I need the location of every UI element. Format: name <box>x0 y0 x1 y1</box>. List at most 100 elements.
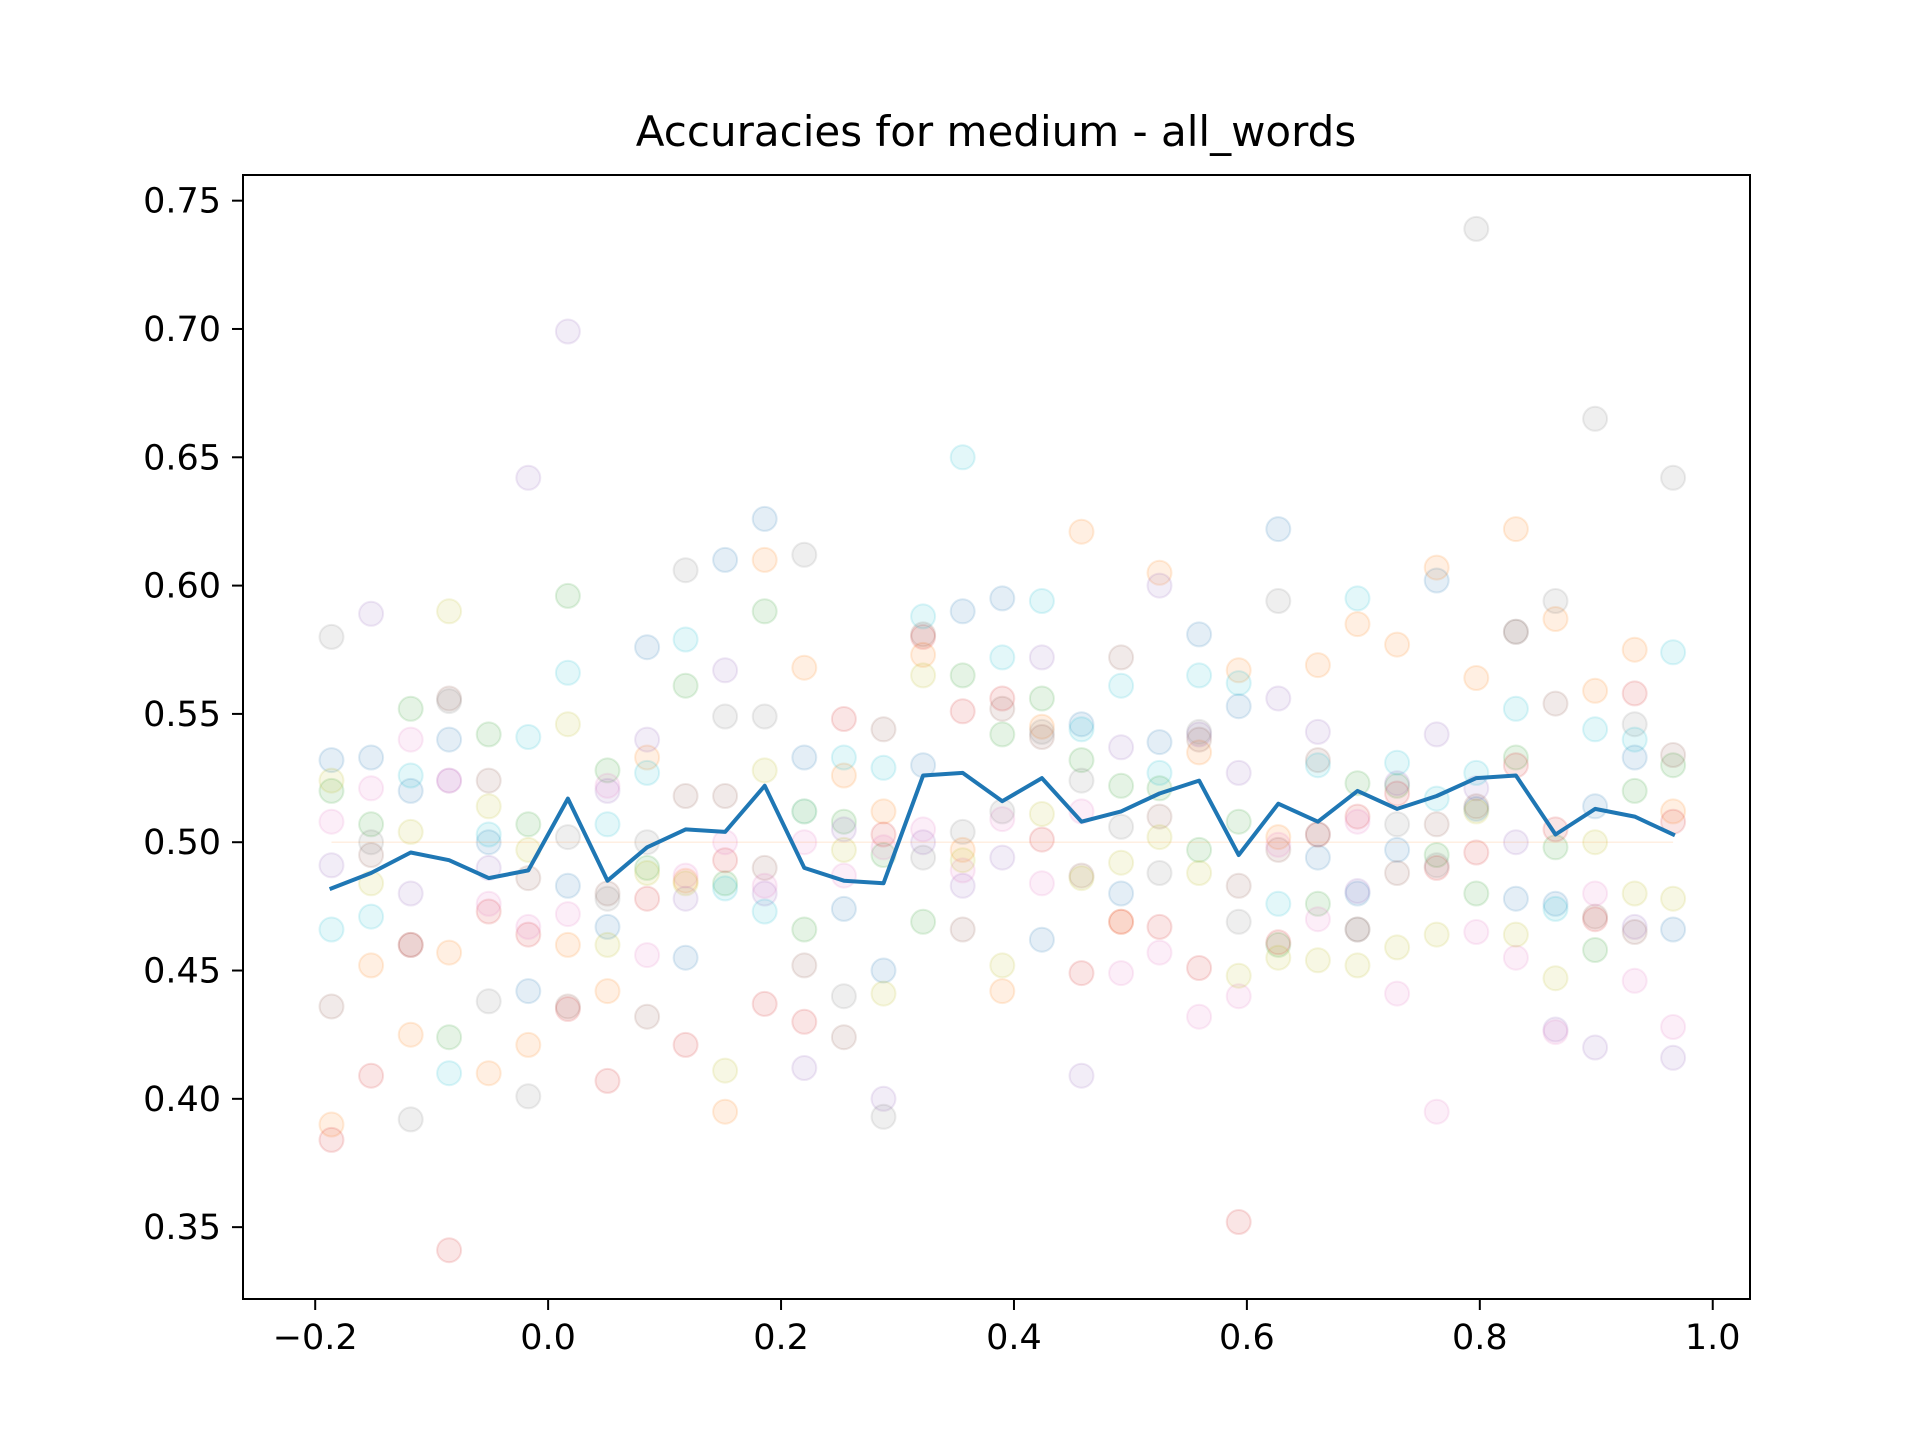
scatter-point <box>436 688 463 715</box>
scatter-point <box>1028 644 1055 671</box>
y-tick-label: 0.60 <box>143 567 221 607</box>
scatter-point <box>830 862 857 889</box>
scatter-point <box>1225 872 1252 899</box>
scatter-point <box>1068 716 1095 743</box>
scatter-points <box>318 215 1687 1264</box>
scatter-point <box>751 505 778 532</box>
scatter-point <box>1660 798 1687 825</box>
scatter-point <box>515 724 542 750</box>
scatter-point <box>1582 903 1609 930</box>
scatter-point <box>1660 752 1687 779</box>
scatter-point <box>318 623 345 650</box>
scatter-point <box>318 852 345 879</box>
scatter-point <box>1621 711 1648 738</box>
scatter-point <box>1304 844 1331 871</box>
scatter-point <box>1344 880 1371 907</box>
scatter-point <box>1384 749 1411 776</box>
scatter-point <box>1344 803 1371 830</box>
scatter-point <box>475 793 502 820</box>
scatter-point <box>989 685 1016 712</box>
scatter-point <box>1146 572 1173 599</box>
scatter-point <box>1146 729 1173 756</box>
scatter-point <box>1028 826 1055 853</box>
scatter-point <box>436 598 463 625</box>
scatter-point <box>830 744 857 771</box>
scatter-point <box>1265 588 1292 614</box>
x-tick-label: −0.2 <box>273 1318 358 1358</box>
scatter-point <box>475 829 502 856</box>
scatter-point <box>358 744 385 771</box>
scatter-point <box>751 854 778 881</box>
scatter-point <box>1108 772 1135 799</box>
scatter-point <box>1186 1003 1213 1030</box>
scatter-point <box>634 854 661 881</box>
x-tick-label: 0.6 <box>1219 1318 1275 1358</box>
scatter-point <box>1028 870 1055 897</box>
scatter-point <box>1344 878 1371 904</box>
scatter-point <box>1028 926 1055 953</box>
scatter-point <box>554 824 581 851</box>
scatter-point <box>318 777 345 804</box>
scatter-point <box>1344 585 1371 612</box>
scatter-point <box>712 875 739 902</box>
scatter-point <box>634 885 661 912</box>
chart-title: Accuracies for medium - all_words <box>636 107 1356 156</box>
scatter-point <box>436 939 463 966</box>
scatter-point <box>1225 808 1252 835</box>
scatter-point <box>1463 795 1490 822</box>
scatter-point <box>1225 693 1252 720</box>
scatter-point <box>554 659 581 686</box>
scatter-point <box>910 603 937 630</box>
scatter-point <box>1384 780 1411 807</box>
scatter-point <box>475 1060 502 1087</box>
scatter-point <box>515 464 542 491</box>
scatter-point <box>397 777 424 804</box>
scatter-point <box>1423 811 1450 838</box>
scatter-point <box>712 870 739 897</box>
y-tick-label: 0.75 <box>143 182 221 222</box>
scatter-point <box>397 818 424 845</box>
scatter-point <box>1225 1209 1252 1235</box>
scatter-point <box>910 662 937 689</box>
scatter-point <box>1186 662 1213 689</box>
scatter-point <box>1304 947 1331 974</box>
scatter-point <box>1186 739 1213 766</box>
scatter-point <box>1146 759 1173 786</box>
scatter-point <box>1186 621 1213 648</box>
scatter-point <box>830 1024 857 1051</box>
scatter-point <box>1028 724 1055 750</box>
scatter-point <box>751 898 778 925</box>
scatter-point <box>712 546 739 573</box>
scatter-point <box>475 821 502 848</box>
scatter-point <box>1621 726 1648 753</box>
scatter-point <box>554 711 581 738</box>
scatter-point <box>751 757 778 784</box>
scatter-point <box>397 880 424 907</box>
scatter-point <box>634 634 661 661</box>
scatter-point <box>949 598 976 625</box>
scatter-point <box>436 685 463 712</box>
scatter-point <box>1502 944 1529 971</box>
scatter-point <box>1463 215 1490 242</box>
scatter-point <box>791 798 818 825</box>
scatter-point <box>634 942 661 969</box>
scatter-point <box>1146 860 1173 886</box>
scatter-point <box>1344 770 1371 797</box>
scatter-point <box>1463 880 1490 907</box>
scatter-point <box>1502 618 1529 645</box>
scatter-point <box>515 913 542 940</box>
scatter-point <box>554 318 581 345</box>
scatter-point <box>870 821 897 848</box>
scatter-point <box>554 931 581 958</box>
scatter-point <box>1660 1014 1687 1040</box>
scatter-point <box>1463 839 1490 866</box>
scatter-point <box>634 759 661 786</box>
scatter-point <box>1621 636 1648 663</box>
scatter-point <box>634 860 661 886</box>
scatter-point <box>1582 937 1609 963</box>
scatter-point <box>1621 777 1648 804</box>
scatter-point <box>870 754 897 781</box>
scatter-point <box>318 1126 345 1153</box>
scatter-point <box>1186 836 1213 863</box>
scatter-point <box>1068 862 1095 889</box>
